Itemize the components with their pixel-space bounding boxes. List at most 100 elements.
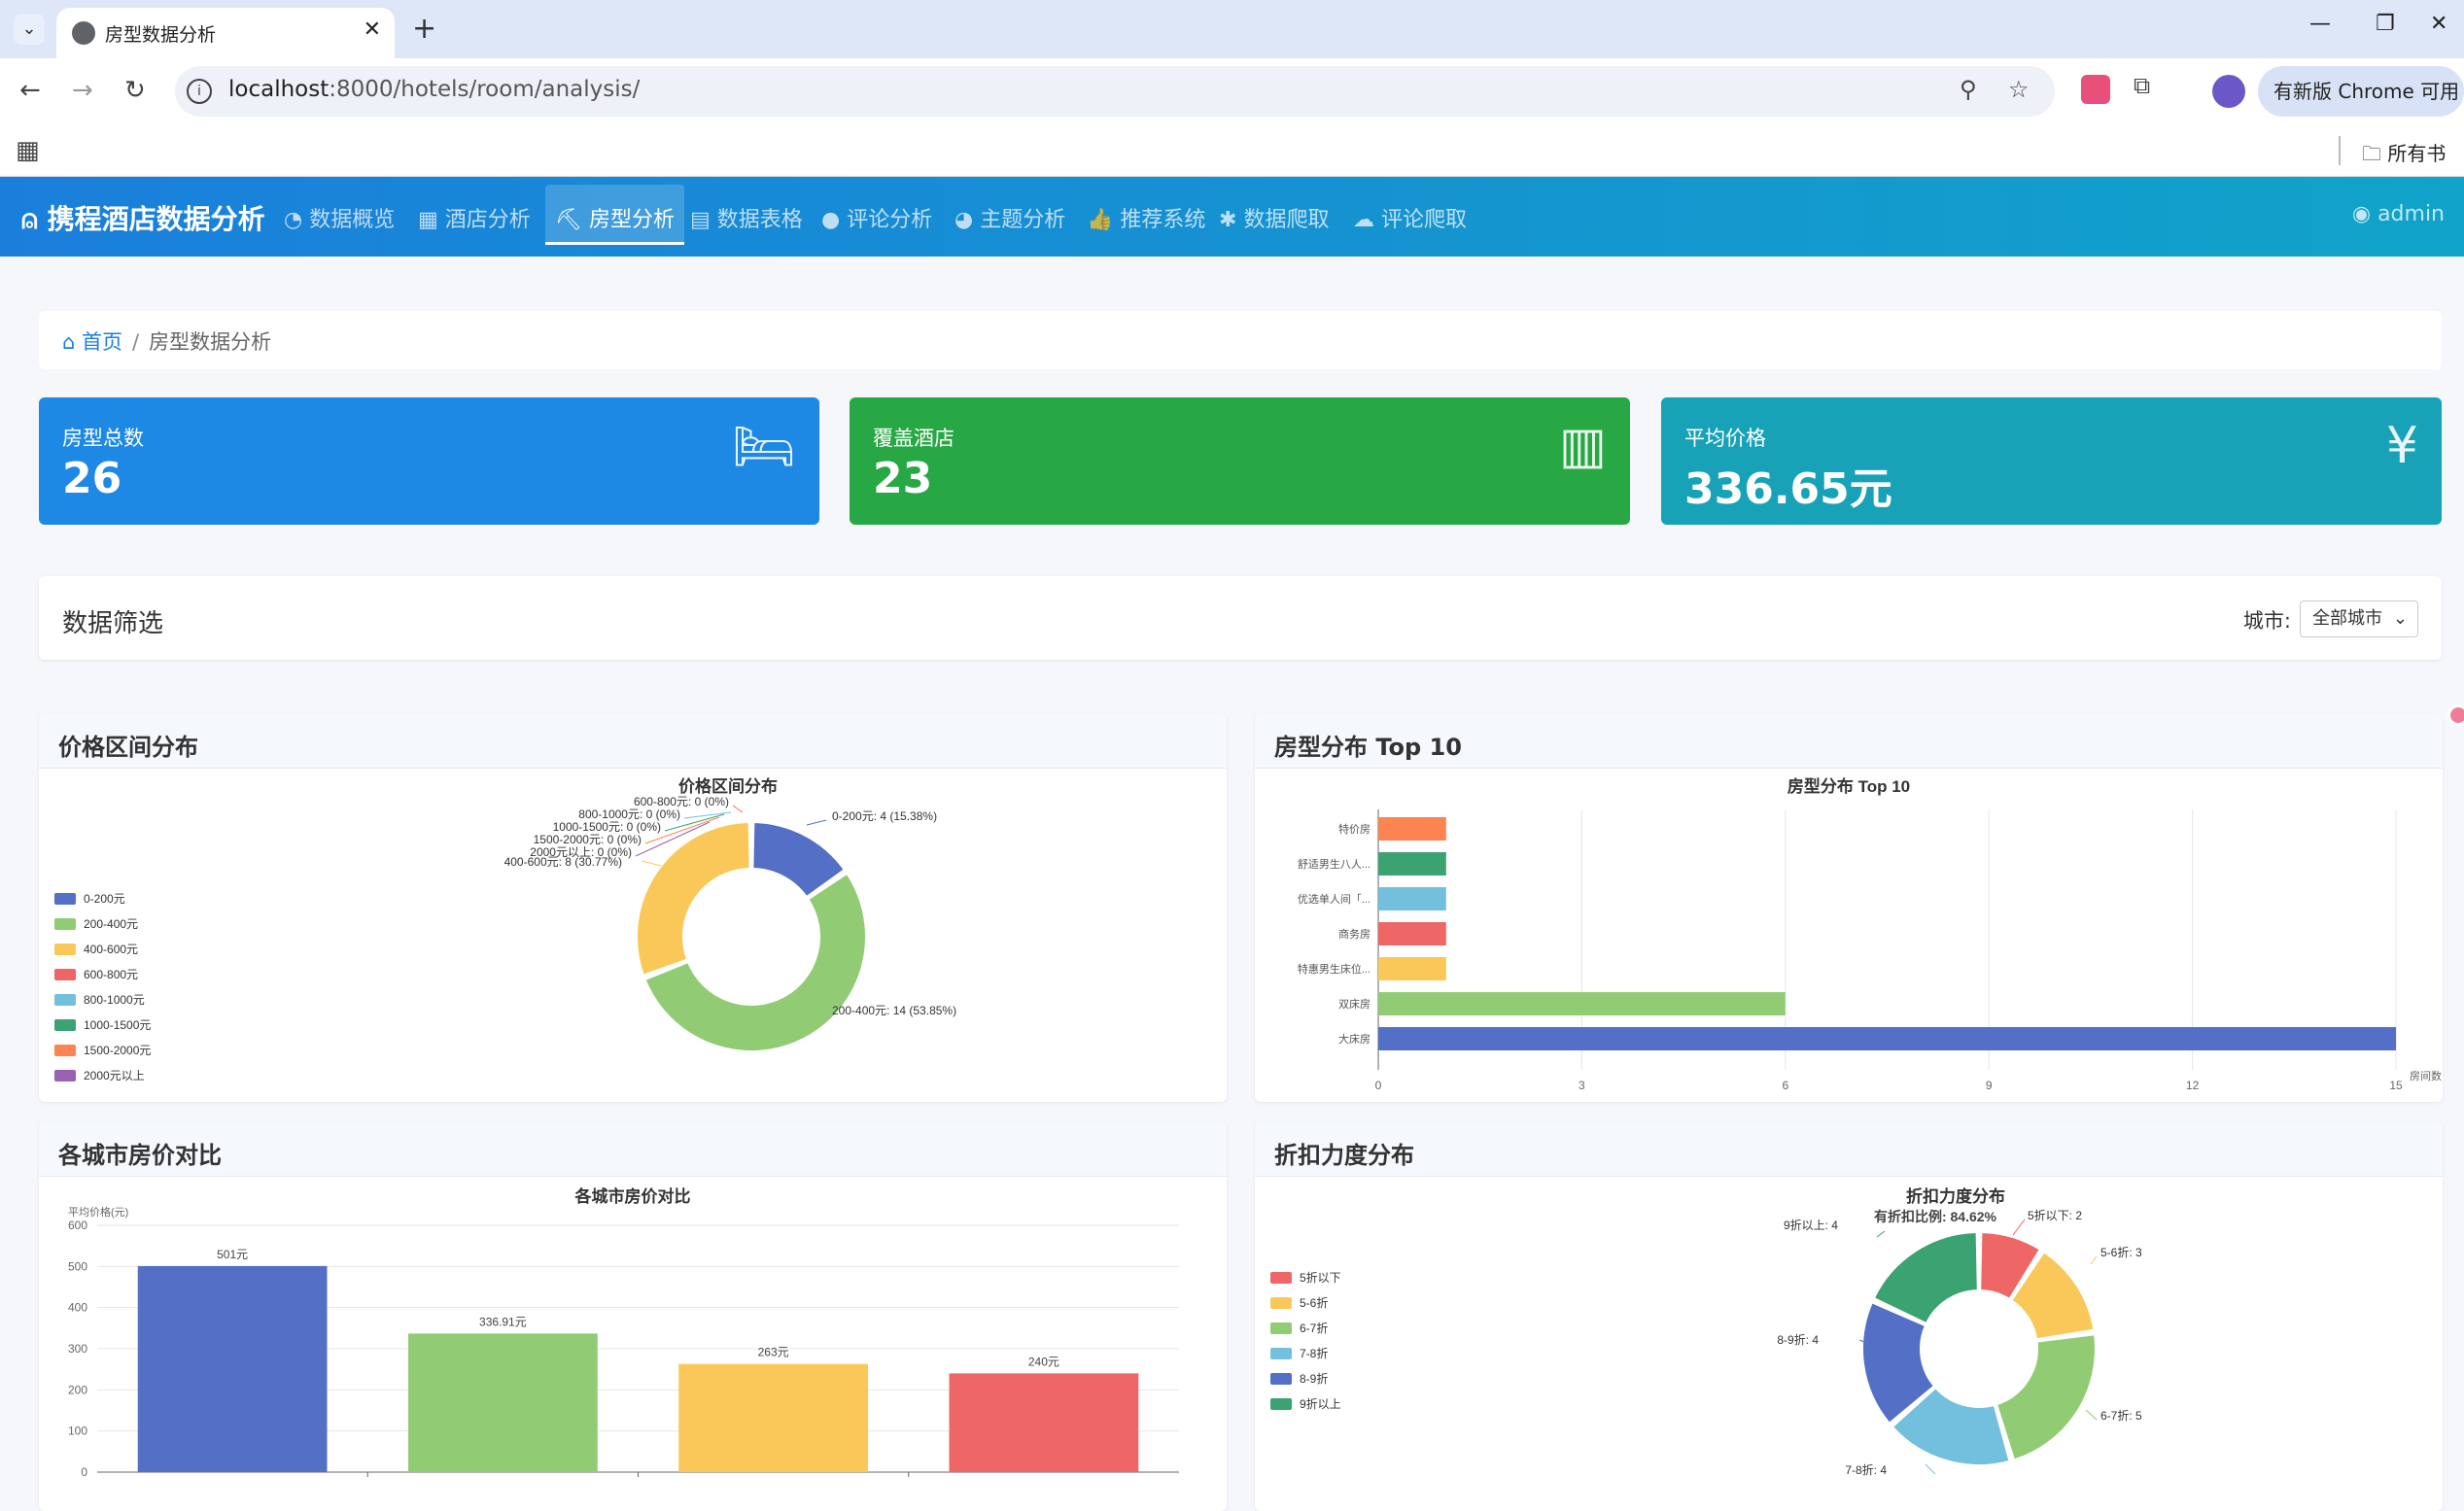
card-title: 各城市房价对比 (39, 1122, 1227, 1177)
label-leader-line (644, 816, 720, 844)
city-select[interactable]: 全部城市 ⌄ (2300, 601, 2418, 637)
address-bar[interactable]: i localhost:8000/hotels/room/analysis/ ⚲… (175, 66, 2055, 117)
price-distribution-chart: 价格区间分布 0-200元 200-400元 400-600元 600-800元 800-… (54, 776, 956, 1082)
browser-tab-strip: ⌄ 房型数据分析 ✕ + — ❐ ✕ (0, 0, 2464, 58)
nav-comment-crawl[interactable]: ☁ 评论爬取 (1353, 208, 1468, 232)
breadcrumb-current: 房型数据分析 (149, 330, 272, 354)
filter-title: 数据筛选 (62, 609, 164, 638)
nav-data-table[interactable]: ▤ 数据表格 (690, 208, 803, 232)
restore-icon[interactable]: ❐ (2376, 12, 2395, 36)
legend-swatch (54, 1070, 76, 1082)
stat-value: 336.65元 (1684, 464, 1892, 514)
y-tick-label: 大床房 (1338, 1032, 1371, 1046)
pie-icon: ◕ (954, 208, 981, 232)
nav-room-analysis[interactable]: ⛏ 房型分析 (545, 185, 684, 245)
bar (949, 1373, 1139, 1472)
bar (1378, 957, 1446, 980)
legend-label: 800-1000元 (84, 993, 145, 1007)
minimize-icon[interactable]: — (2309, 12, 2331, 36)
zoom-icon[interactable]: ⚲ (1960, 76, 1977, 103)
label-leader-line (1925, 1463, 1936, 1475)
breadcrumb-home[interactable]: ⌂ 首页 (62, 330, 123, 354)
brand-logo[interactable]: ⍝ 携程酒店数据分析 (21, 203, 265, 235)
stat-label: 覆盖酒店 (873, 427, 954, 450)
legend-swatch (1270, 1348, 1292, 1359)
donut-slice (636, 821, 751, 977)
card-title: 折扣力度分布 (1255, 1122, 2443, 1177)
close-icon[interactable]: ✕ (363, 17, 381, 42)
reload-icon[interactable]: ↻ (124, 76, 146, 105)
legend-swatch (54, 893, 76, 905)
apps-grid-icon[interactable]: ▦ (16, 136, 40, 165)
donut-slice (1891, 1386, 2011, 1466)
floating-assistant-icon[interactable] (2447, 704, 2464, 726)
extensions-puzzle-icon[interactable]: ⧉ (2134, 72, 2151, 99)
legend-swatch (1270, 1322, 1292, 1334)
bookmark-star-icon[interactable]: ☆ (2008, 76, 2030, 103)
nav-comment-analysis[interactable]: ● 评论分析 (821, 208, 933, 232)
nav-hotel-analysis[interactable]: ▦ 酒店分析 (418, 208, 531, 232)
y-tick-label: 200 (68, 1383, 87, 1396)
nav-recommend[interactable]: 👍 推荐系统 (1087, 208, 1206, 232)
url-text: localhost:8000/hotels/room/analysis/ (228, 77, 641, 102)
stat-value: 26 (62, 454, 122, 503)
legend-label: 2000元以上 (84, 1069, 145, 1082)
translate-extension-icon[interactable] (2081, 75, 2110, 104)
back-icon[interactable]: ← (19, 76, 41, 105)
bar (1378, 922, 1446, 945)
legend-swatch (54, 969, 76, 980)
breadcrumb-separator: / (132, 330, 140, 354)
app-navbar: ⍝ 携程酒店数据分析 ◔ 数据概览 ▦ 酒店分析 ⛏ 房型分析 ▤ 数据表格 ●… (0, 177, 2464, 257)
donut-slice (2010, 1250, 2096, 1341)
nav-dashboard[interactable]: ◔ 数据概览 (284, 208, 396, 232)
nav-topic-analysis[interactable]: ◕ 主题分析 (954, 208, 1066, 232)
label-leader-line (664, 813, 725, 832)
bar (407, 1333, 598, 1472)
nav-data-crawl[interactable]: ✱ 数据爬取 (1219, 208, 1330, 232)
user-icon: ◉ (2351, 202, 2378, 226)
building-icon: ▦ (418, 208, 445, 232)
forward-icon[interactable]: → (72, 76, 93, 105)
chart-subtitle: 有折扣比例: 84.62% (1874, 1209, 1997, 1224)
slice-label: 9折以上: 4 (1784, 1218, 1838, 1232)
bar (1378, 1027, 2396, 1050)
card-title: 价格区间分布 (39, 714, 1227, 769)
yen-icon: ¥ (2385, 417, 2418, 475)
donut-slice (1861, 1301, 1936, 1425)
x-tick-label: 9 (1986, 1079, 1993, 1092)
profile-avatar[interactable] (2212, 75, 2245, 108)
donut-slice (643, 872, 867, 1052)
card-room-top10: 房型分布 Top 10 房型分布 Top 10 0 3 6 9 12 15 房间数 特价房 舒适男… (1255, 714, 2443, 1102)
slice-label: 400-600元: 8 (30.77%) (504, 855, 622, 869)
bar-value-label: 263元 (758, 1346, 789, 1359)
slice-label: 6-7折: 5 (2100, 1408, 2142, 1423)
chart-title: 各城市房价对比 (574, 1186, 691, 1206)
site-info-icon[interactable]: i (187, 79, 212, 104)
bar (137, 1265, 328, 1472)
bar (678, 1363, 869, 1472)
chart-title: 折扣力度分布 (1906, 1186, 2005, 1206)
chrome-update-button[interactable]: 有新版 Chrome 可用 (2258, 66, 2464, 117)
folder-icon: 🗀 (2362, 142, 2388, 165)
x-tick-label: 0 (1375, 1079, 1382, 1092)
slice-label: 5-6折: 3 (2100, 1245, 2142, 1259)
window-close-icon[interactable]: ✕ (2430, 12, 2448, 36)
bar (1378, 852, 1446, 876)
bookmarks-bar: ▦ 🗀 所有书签 (0, 126, 2464, 200)
legend-swatch (54, 1045, 76, 1056)
stat-label: 房型总数 (62, 427, 144, 450)
legend-swatch (1270, 1272, 1292, 1284)
user-menu[interactable]: ◉ admin (2351, 202, 2445, 226)
new-tab-button[interactable]: + (412, 12, 437, 46)
chart-title: 房型分布 Top 10 (1787, 776, 1910, 796)
legend-swatch (1270, 1373, 1292, 1385)
legend-swatch (54, 944, 76, 955)
tab-search-button[interactable]: ⌄ (14, 14, 45, 45)
slice-label: 7-8折: 4 (1845, 1462, 1887, 1477)
x-tick-label: 3 (1579, 1079, 1585, 1092)
breadcrumb: ⌂ 首页 / 房型数据分析 (39, 311, 2442, 369)
table-icon: ▤ (690, 208, 717, 232)
y-tick-label: 300 (68, 1342, 87, 1356)
browser-tab[interactable]: 房型数据分析 ✕ (56, 8, 395, 58)
